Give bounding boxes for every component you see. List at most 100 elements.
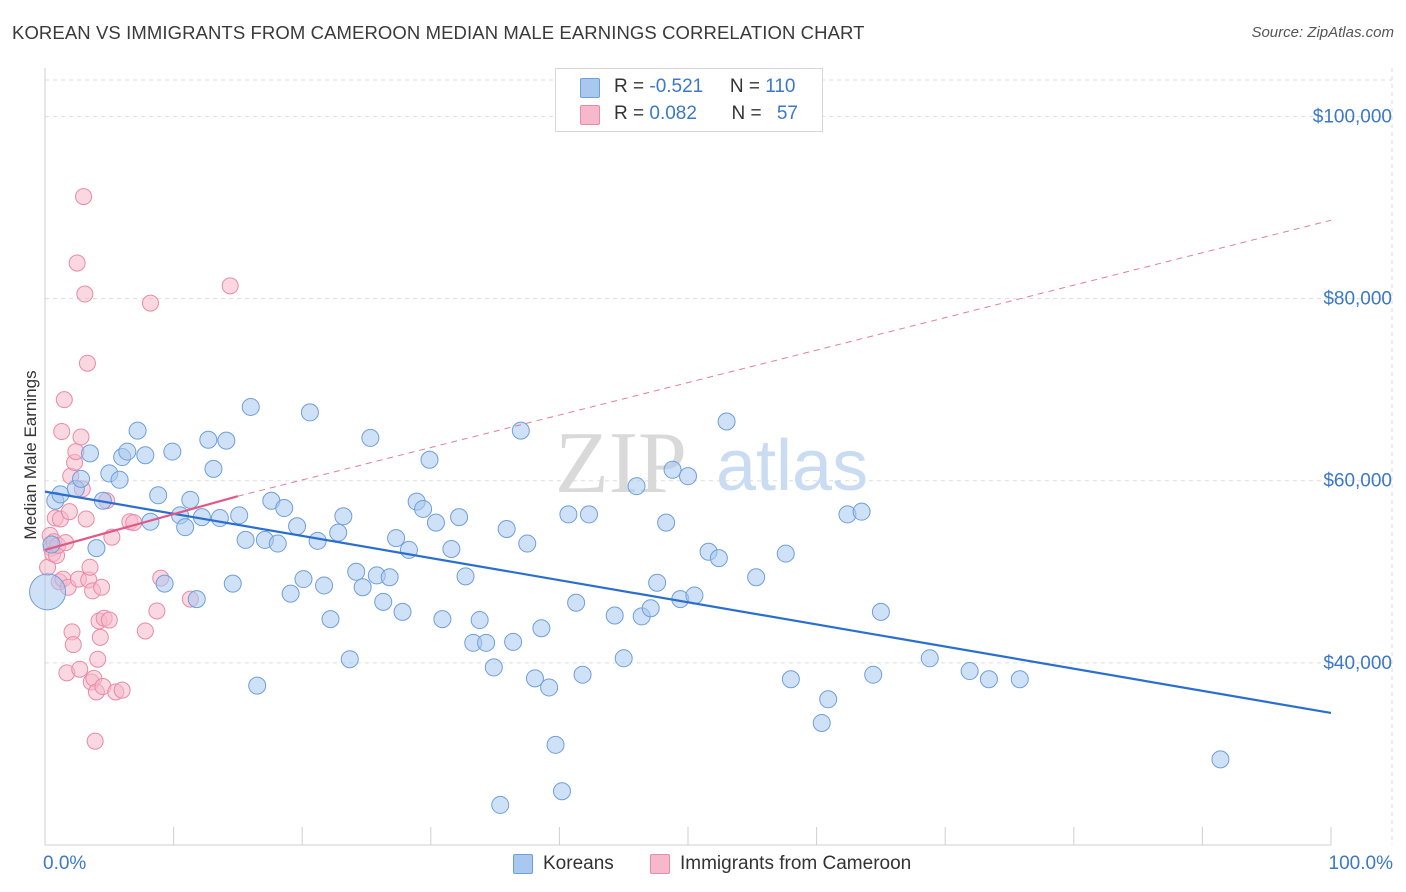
data-point-koreans (747, 568, 766, 587)
y-tick-label: $40,000 (1323, 653, 1392, 674)
data-point-koreans (470, 611, 489, 630)
data-point-koreans (491, 795, 510, 814)
data-point-koreans (518, 534, 537, 553)
data-point-koreans (781, 670, 800, 689)
data-point-cameroon (77, 510, 95, 528)
data-point-koreans (393, 602, 412, 621)
data-point-koreans (374, 592, 393, 611)
data-point-koreans (504, 632, 523, 651)
data-point-koreans (361, 428, 380, 447)
data-point-cameroon (136, 622, 154, 640)
data-point-cameroon (91, 628, 109, 646)
data-point-cameroon (53, 423, 71, 441)
data-point-cameroon (141, 294, 159, 312)
data-point-koreans (128, 421, 147, 440)
data-point-koreans (871, 602, 890, 621)
data-point-koreans (709, 549, 728, 568)
data-point-koreans (567, 593, 586, 612)
data-point-koreans (294, 570, 313, 589)
x-tick-label: 0.0% (43, 853, 86, 874)
data-point-cameroon (148, 602, 166, 620)
data-point-cameroon (75, 188, 93, 206)
trend-line-koreans (44, 490, 1332, 715)
data-point-cameroon (72, 428, 90, 446)
data-point-koreans (812, 713, 831, 732)
data-point-koreans (321, 610, 340, 629)
watermark-atlas: atlas (716, 426, 868, 506)
data-point-koreans (477, 633, 496, 652)
data-point-koreans (511, 421, 530, 440)
trend-lines (44, 219, 1332, 715)
legend-r-label: R = (614, 103, 650, 124)
data-point-cameroon (100, 611, 118, 629)
data-point-koreans (579, 505, 598, 524)
data-point-koreans (679, 467, 697, 486)
data-point-koreans (268, 534, 287, 553)
data-point-koreans (552, 782, 571, 801)
data-point-koreans (149, 486, 168, 505)
legend-n-value: 110 (765, 76, 796, 97)
data-point-koreans (717, 412, 736, 431)
legend-n-label: N = (729, 76, 766, 97)
data-point-koreans (433, 610, 452, 629)
data-point-koreans (300, 403, 319, 422)
data-point-koreans (380, 568, 399, 587)
data-point-cameroon (93, 578, 111, 596)
data-point-koreans (281, 584, 300, 603)
data-point-koreans (426, 513, 445, 532)
legend-swatch-cameroon (650, 854, 670, 874)
y-tick-label: $80,000 (1323, 289, 1392, 310)
series-koreans-points (29, 397, 1230, 814)
data-point-koreans (230, 506, 249, 525)
legend-label-koreans: Koreans (543, 853, 614, 874)
data-point-koreans (163, 442, 182, 461)
source-label: Source: ZipAtlas.com (1251, 24, 1394, 41)
data-point-cameroon (76, 285, 94, 303)
trend-line-cameroon (44, 495, 239, 551)
data-point-koreans (456, 567, 475, 586)
legend-label-cameroon: Immigrants from Cameroon (680, 853, 912, 874)
data-point-cameroon (86, 732, 104, 750)
data-point-cameroon (221, 277, 239, 295)
data-point-koreans (497, 519, 516, 538)
watermark-zip: ZIP (555, 415, 687, 512)
data-point-koreans (1211, 750, 1230, 769)
data-point-koreans (187, 590, 206, 609)
data-point-koreans (776, 544, 795, 563)
data-point-koreans (484, 658, 503, 677)
data-point-koreans (241, 397, 260, 416)
data-point-koreans (275, 499, 294, 518)
data-point-koreans (181, 490, 200, 509)
data-point-cameroon (71, 660, 89, 678)
data-point-koreans (155, 574, 174, 593)
legend-swatch-cameroon (580, 105, 600, 125)
data-point-koreans (210, 509, 229, 528)
data-point-koreans (236, 530, 255, 549)
data-point-koreans (347, 562, 366, 581)
legend-r-value: 0.082 (649, 103, 697, 124)
data-point-koreans (414, 499, 433, 518)
data-point-koreans (387, 529, 406, 548)
data-point-koreans (118, 442, 137, 461)
data-point-koreans (864, 665, 883, 684)
legend-swatch-koreans (513, 854, 533, 874)
data-point-koreans (353, 578, 372, 597)
data-point-koreans (450, 508, 469, 527)
y-tick-label: $100,000 (1313, 106, 1392, 127)
data-point-cameroon (113, 681, 131, 699)
data-point-koreans (87, 539, 106, 558)
data-point-koreans (648, 573, 667, 592)
data-point-koreans (663, 460, 682, 479)
data-point-koreans (525, 669, 544, 688)
data-point-koreans (614, 649, 633, 668)
data-point-koreans (819, 690, 838, 709)
axes (44, 68, 1332, 846)
data-point-cameroon (55, 391, 73, 409)
data-point-koreans (641, 599, 660, 618)
data-point-koreans (960, 662, 979, 681)
chart-title: KOREAN VS IMMIGRANTS FROM CAMEROON MEDIA… (12, 22, 865, 43)
data-point-cameroon (64, 636, 82, 654)
data-point-koreans (81, 444, 100, 463)
data-point-cameroon (60, 503, 78, 521)
